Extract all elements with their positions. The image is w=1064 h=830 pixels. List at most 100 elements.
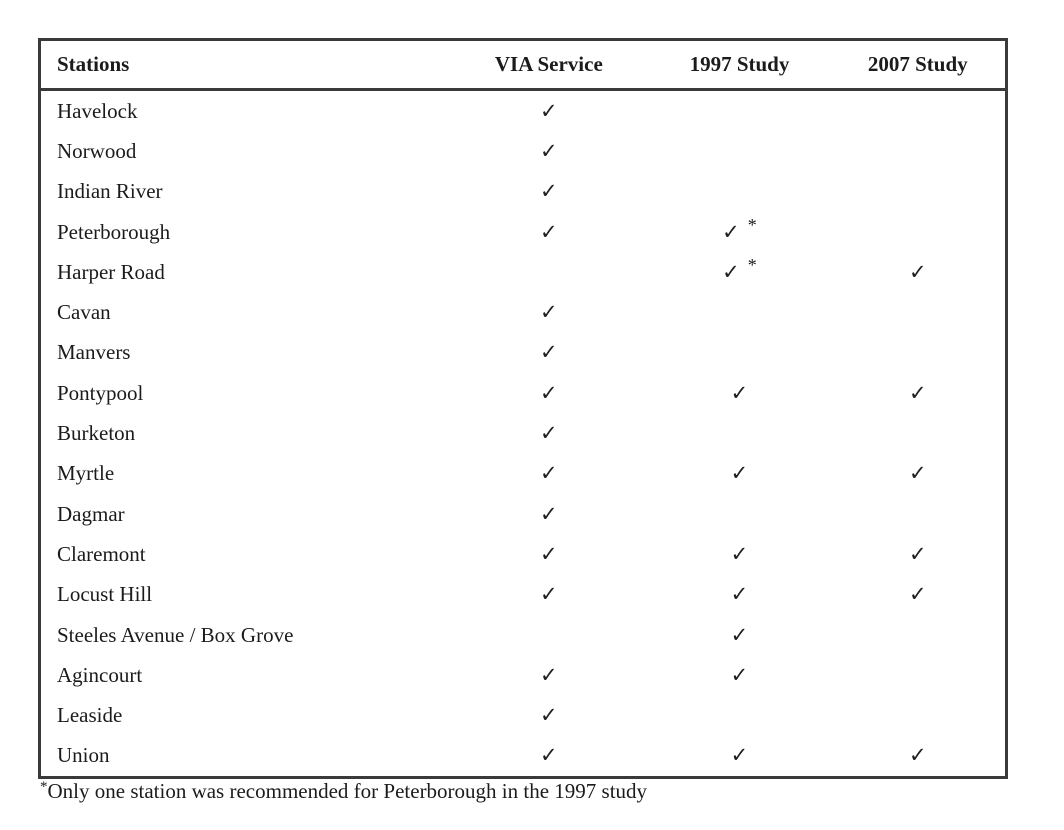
table-row: Union ✓ ✓ ✓: [40, 736, 1007, 778]
table-body: Havelock ✓ Norwood ✓ Indian River ✓ Peterborou…: [40, 90, 1007, 778]
checkmark-icon: ✓: [540, 138, 558, 163]
station-name: Cavan: [57, 300, 111, 325]
checkmark-icon: ✓: [540, 98, 558, 123]
asterisk-note-icon: *: [747, 254, 757, 275]
cell-2007-study: ✓: [831, 373, 1007, 413]
cell-2007-study: ✓: [831, 454, 1007, 494]
cell-1997-study: [648, 90, 830, 132]
cell-via-service: [449, 615, 648, 655]
table-row: Manvers ✓: [40, 333, 1007, 373]
cell-1997-study: ✓: [648, 534, 830, 574]
checkmark-icon: ✓: [730, 461, 749, 486]
cell-via-service: ✓: [449, 494, 648, 534]
table-row: Steeles Avenue / Box Grove ✓: [40, 615, 1007, 655]
checkmark-icon: ✓: [730, 622, 749, 647]
cell-2007-study: [831, 413, 1007, 453]
checkmark-icon: ✓: [540, 743, 558, 768]
station-name: Leaside: [57, 703, 123, 728]
checkmark-icon: ✓: [730, 541, 749, 566]
cell-2007-study: [831, 212, 1007, 252]
header-2007-study: 2007 Study: [830, 39, 1007, 91]
table-row: Locust Hill ✓ ✓ ✓: [40, 575, 1007, 615]
footnote-text: Only one station was recommended for Pet…: [47, 779, 648, 803]
footnote-asterisk-marker: *: [40, 779, 48, 795]
cell-via-service: [449, 252, 648, 292]
station-name: Locust Hill: [57, 582, 153, 607]
station-name: Indian River: [57, 179, 163, 204]
cell-2007-study: [831, 90, 1007, 132]
checkmark-icon: ✓: [540, 340, 558, 365]
checkmark-icon: ✓: [730, 662, 749, 687]
checkmark-icon: ✓: [540, 541, 558, 566]
footnote: *Only one station was recommended for Pe…: [40, 779, 647, 804]
cell-1997-study: [648, 131, 830, 171]
cell-via-service: ✓: [449, 534, 648, 574]
station-name: Havelock: [57, 98, 138, 123]
station-name: Agincourt: [57, 662, 143, 687]
cell-2007-study: [831, 333, 1007, 373]
cell-1997-study: ✓: [648, 454, 830, 494]
header-row: Stations VIA Service 1997 Study 2007 Stu…: [39, 39, 1007, 91]
station-name: Claremont: [57, 541, 146, 566]
checkmark-icon: ✓: [908, 541, 927, 566]
table-row: Agincourt ✓ ✓: [40, 655, 1007, 695]
cell-via-service: ✓: [449, 736, 648, 778]
cell-2007-study: [831, 695, 1007, 735]
checkmark-icon: ✓: [540, 703, 558, 728]
cell-1997-study: ✓: [648, 615, 830, 655]
station-name: Union: [57, 743, 110, 768]
table-row: Myrtle ✓ ✓ ✓: [40, 454, 1007, 494]
cell-1997-study: ✓: [648, 736, 830, 778]
asterisk-note-icon: *: [747, 214, 757, 235]
checkmark-icon: ✓: [540, 461, 558, 486]
cell-via-service: ✓: [449, 172, 648, 212]
cell-via-service: ✓: [449, 695, 648, 735]
station-name: Peterborough: [57, 219, 171, 244]
cell-1997-study: [648, 695, 830, 735]
checkmark-icon: ✓: [540, 662, 558, 687]
table-row: Cavan ✓: [40, 292, 1007, 332]
checkmark-icon: ✓: [540, 501, 558, 526]
cell-2007-study: [831, 655, 1007, 695]
station-name: Pontypool: [57, 380, 144, 405]
checkmark-icon: ✓: [722, 219, 740, 244]
cell-2007-study: [831, 131, 1007, 171]
station-name: Burketon: [57, 421, 136, 446]
cell-1997-study: ✓: [648, 373, 830, 413]
table-row: Indian River ✓: [40, 172, 1007, 212]
cell-2007-study: [831, 494, 1007, 534]
table-row: Claremont ✓ ✓ ✓: [40, 534, 1007, 574]
checkmark-icon: ✓: [540, 582, 558, 607]
checkmark-icon: ✓: [722, 259, 740, 284]
station-name: Dagmar: [57, 501, 125, 526]
cell-2007-study: ✓: [831, 252, 1007, 292]
checkmark-icon: ✓: [908, 380, 927, 405]
cell-via-service: ✓: [449, 212, 648, 252]
cell-1997-study: [648, 172, 830, 212]
table-row: Peterborough ✓ ✓ *: [40, 212, 1007, 252]
station-name: Steeles Avenue / Box Grove: [57, 622, 294, 647]
cell-1997-study: [648, 292, 830, 332]
table-row: Harper Road ✓ * ✓: [40, 252, 1007, 292]
checkmark-icon: ✓: [540, 300, 558, 325]
cell-via-service: ✓: [449, 454, 648, 494]
header-1997-study: 1997 Study: [648, 39, 831, 91]
cell-2007-study: [831, 292, 1007, 332]
table-row: Burketon ✓: [40, 413, 1007, 453]
checkmark-icon: ✓: [908, 582, 927, 607]
cell-via-service: ✓: [449, 131, 648, 171]
table-row: Pontypool ✓ ✓ ✓: [40, 373, 1007, 413]
cell-via-service: ✓: [449, 333, 648, 373]
cell-2007-study: ✓: [831, 575, 1007, 615]
cell-via-service: ✓: [449, 413, 648, 453]
station-name: Harper Road: [57, 259, 165, 284]
cell-1997-study: ✓: [648, 655, 830, 695]
checkmark-icon: ✓: [730, 582, 749, 607]
checkmark-icon: ✓: [730, 743, 749, 768]
checkmark-icon: ✓: [908, 461, 927, 486]
cell-1997-study: [648, 494, 830, 534]
stations-table: Stations VIA Service 1997 Study 2007 Stu…: [38, 38, 1008, 780]
cell-2007-study: ✓: [831, 534, 1007, 574]
station-name: Manvers: [57, 340, 131, 365]
